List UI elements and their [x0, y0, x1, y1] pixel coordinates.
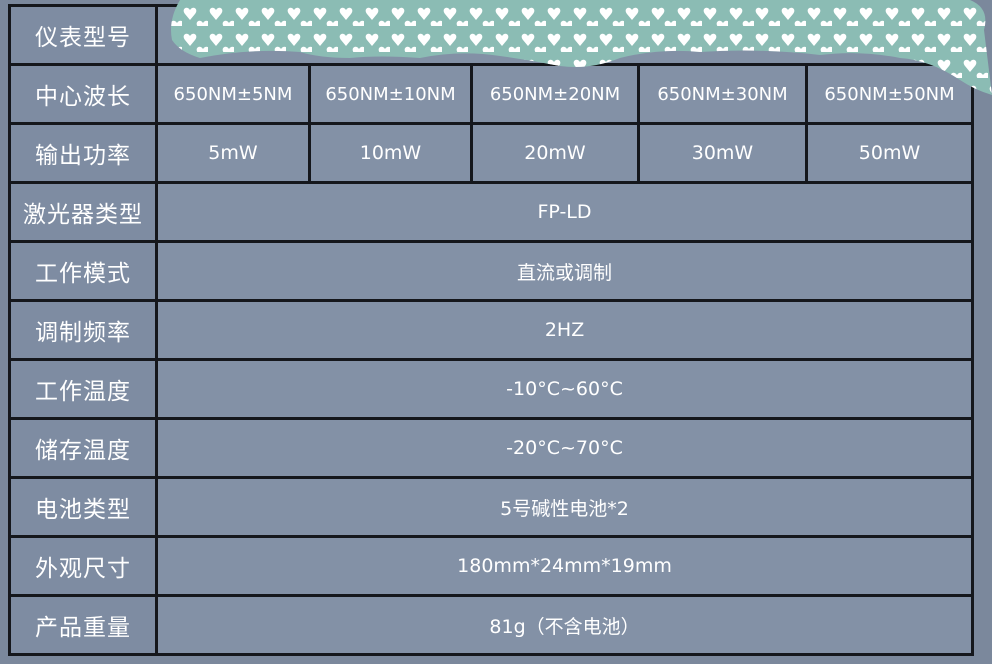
row-value: 650NM±50NM [804, 63, 975, 125]
table-row: 储存温度 -20°C~70°C [8, 417, 975, 479]
table-row: 输出功率 5mW 10mW 20mW 30mW 50mW [8, 122, 975, 184]
table-row: 中心波长 650NM±5NM 650NM±10NM 650NM±20NM 650NM±3… [8, 63, 975, 125]
row-value: 5mW [155, 122, 311, 184]
row-label: 输出功率 [8, 122, 158, 184]
row-value: 50mW [804, 122, 975, 184]
row-value: FP-LD [154, 181, 975, 243]
table-row: 调制频率 2HZ [8, 299, 975, 361]
row-value: 180mm*24mm*19mm [154, 535, 975, 597]
row-label: 调制频率 [8, 299, 158, 361]
row-value: 650NM±30NM [637, 63, 808, 125]
row-label: 中心波长 [8, 63, 158, 125]
row-label: 工作温度 [8, 358, 158, 420]
table-row: 工作温度 -10°C~60°C [8, 358, 975, 420]
row-value: -20°C~70°C [154, 417, 975, 479]
row-value: -10°C~60°C [154, 358, 975, 420]
table-row: 外观尺寸 180mm*24mm*19mm [8, 535, 975, 597]
row-label: 工作模式 [8, 240, 158, 302]
row-value: 10mW [308, 122, 473, 184]
row-value: 650NM±20NM [470, 63, 640, 125]
row-label: 储存温度 [8, 417, 158, 479]
row-value: 30mW [637, 122, 808, 184]
row-value: 650NM±10NM [308, 63, 473, 125]
row-label: 外观尺寸 [8, 535, 158, 597]
table-row: 产品重量 81g（不含电池） [8, 594, 975, 656]
row-label: 电池类型 [8, 476, 158, 538]
table-row: 电池类型 5号碱性电池*2 [8, 476, 975, 538]
row-value: 5号碱性电池*2 [154, 476, 975, 538]
heart-pattern-sticker [171, 0, 992, 95]
table-row: 工作模式 直流或调制 [8, 240, 975, 302]
row-label: 激光器类型 [8, 181, 158, 243]
row-label: 仪表型号 [8, 4, 158, 66]
table-row: 激光器类型 FP-LD [8, 181, 975, 243]
row-value: 81g（不含电池） [154, 594, 975, 656]
row-value: 650NM±5NM [155, 63, 311, 125]
row-value: 直流或调制 [154, 240, 975, 302]
row-value: 20mW [470, 122, 640, 184]
row-label: 产品重量 [8, 594, 158, 656]
row-value: 2HZ [154, 299, 975, 361]
